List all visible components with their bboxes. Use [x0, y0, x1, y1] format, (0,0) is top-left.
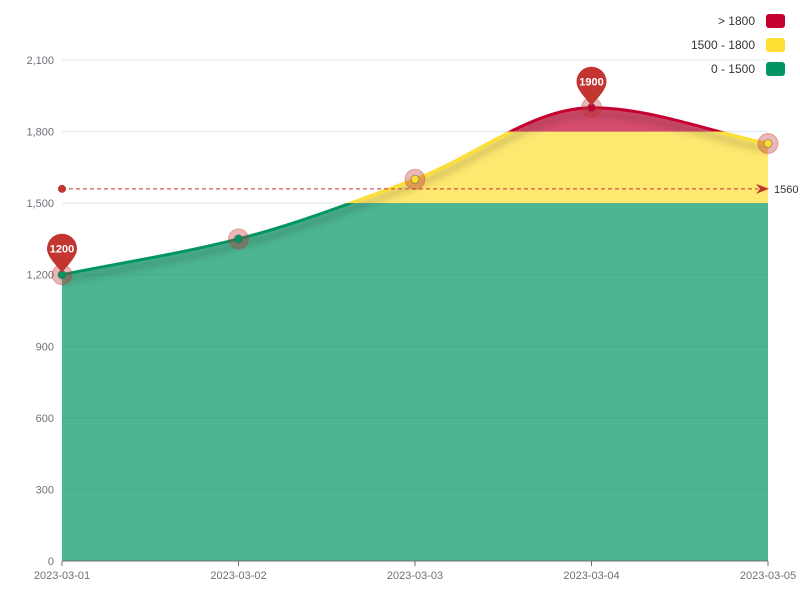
mark-point-label: 1200 [50, 244, 74, 256]
mark-point-label: 1900 [579, 77, 603, 89]
series-line-band-2 [61, 203, 355, 277]
mark-line-label: 1560 [774, 184, 798, 196]
area-band-0 [510, 107, 720, 132]
data-point [410, 174, 420, 184]
series-line-band-0 [507, 106, 725, 132]
legend-swatch [766, 62, 785, 76]
legend-label: > 1800 [718, 14, 755, 28]
x-tick-label: 2023-03-01 [34, 570, 90, 582]
x-tick-label: 2023-03-04 [563, 570, 619, 582]
area-layer [62, 107, 768, 561]
point-layer [51, 97, 779, 286]
mark-point-pin [576, 66, 607, 106]
y-tick-label: 900 [36, 341, 54, 353]
axis-layer: 0 300 600 900 1,200 1,500 1,800 2,100 2023-03-01… [26, 55, 796, 582]
data-point [234, 234, 243, 244]
y-tick-label: 1,200 [26, 270, 54, 282]
y-tick-label: 600 [36, 413, 54, 425]
legend-swatch [766, 14, 785, 28]
x-tick-label: 2023-03-02 [210, 570, 266, 582]
mark-point-pin [47, 233, 77, 273]
legend-swatch [766, 38, 785, 52]
y-tick-label: 1,500 [26, 198, 54, 210]
area-band-2 [62, 203, 768, 561]
x-tick-label: 2023-03-05 [740, 570, 796, 582]
legend: > 1800 1500 - 1800 0 - 1500 [691, 14, 785, 76]
data-point [763, 139, 773, 148]
y-tick-label: 300 [36, 484, 54, 496]
y-tick-label: 2,100 [26, 55, 54, 67]
x-tick-label: 2023-03-03 [387, 570, 443, 582]
mark-point-layer: 1200 1900 [47, 66, 607, 273]
legend-label: 1500 - 1800 [691, 38, 755, 52]
mark-line-layer: 1560 [58, 183, 798, 196]
y-tick-label: 0 [48, 556, 54, 568]
legend-label: 0 - 1500 [711, 62, 755, 76]
y-tick-label: 1,800 [26, 127, 54, 139]
area-band-1 [350, 131, 768, 204]
mark-line-arrow [756, 183, 769, 194]
